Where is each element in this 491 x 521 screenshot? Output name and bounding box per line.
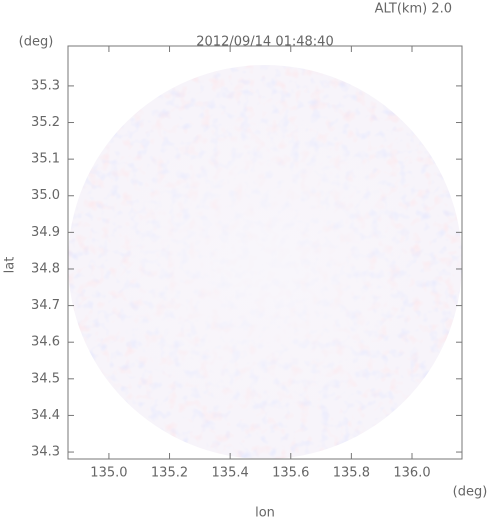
y-tick-label: 34.8 bbox=[31, 261, 60, 276]
y-tick-label: 34.9 bbox=[31, 225, 60, 240]
subtitle: ALT(km) 2.0 bbox=[375, 2, 452, 17]
chart-title: 2012/09/14 01:48:40 bbox=[196, 35, 333, 50]
y-unit: (deg) bbox=[19, 35, 54, 50]
y-tick-label: 34.6 bbox=[31, 335, 60, 350]
plot-frame bbox=[67, 45, 463, 460]
y-tick-label: 35.0 bbox=[31, 188, 60, 203]
x-tick-label: 135.6 bbox=[272, 466, 309, 481]
y-tick-label: 35.3 bbox=[31, 78, 60, 93]
y-tick-label: 34.3 bbox=[31, 445, 60, 460]
y-axis-label: lat bbox=[3, 257, 18, 274]
x-tick-label: 135.0 bbox=[90, 466, 127, 481]
y-tick-label: 34.4 bbox=[31, 408, 60, 423]
x-tick-label: 136.0 bbox=[393, 466, 430, 481]
radar-image bbox=[68, 65, 462, 459]
y-tick-label: 34.5 bbox=[31, 371, 60, 386]
y-tick-label: 35.1 bbox=[31, 152, 60, 167]
y-tick-label: 34.7 bbox=[31, 298, 60, 313]
x-axis-label: lon bbox=[255, 506, 275, 521]
x-tick-label: 135.8 bbox=[333, 466, 370, 481]
x-tick-label: 135.4 bbox=[212, 466, 249, 481]
x-unit: (deg) bbox=[453, 485, 488, 500]
y-tick-label: 35.2 bbox=[31, 115, 60, 130]
x-tick-label: 135.2 bbox=[151, 466, 188, 481]
